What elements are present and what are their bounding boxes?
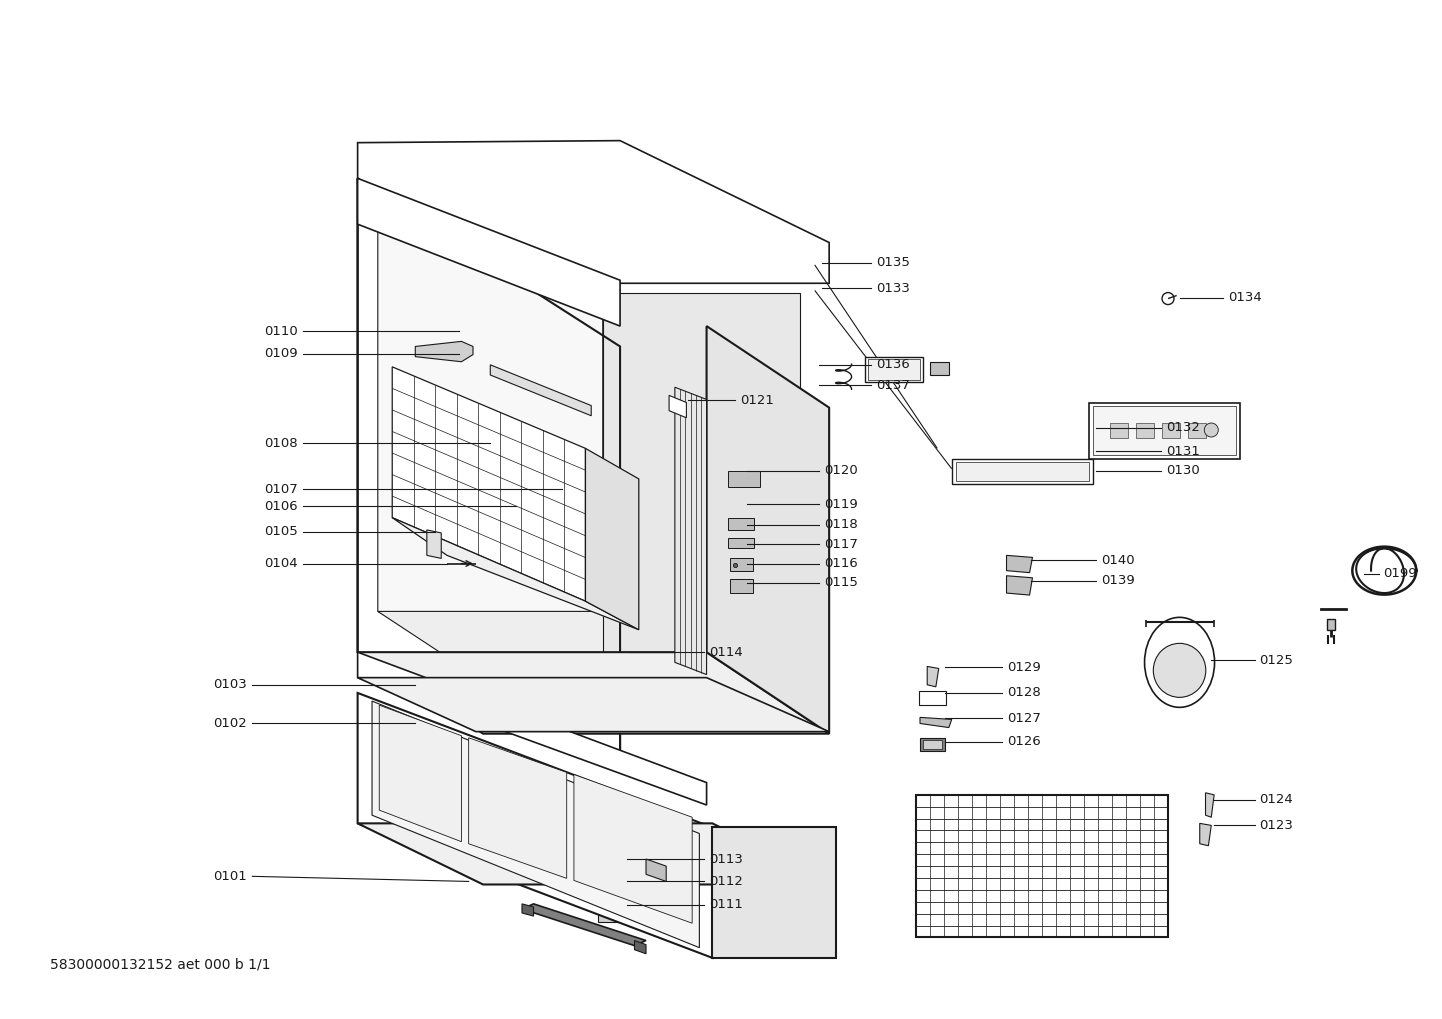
Polygon shape xyxy=(728,471,760,487)
Text: 0123: 0123 xyxy=(1259,819,1293,832)
Polygon shape xyxy=(1089,403,1240,459)
Polygon shape xyxy=(415,341,473,362)
Polygon shape xyxy=(730,579,753,593)
Polygon shape xyxy=(358,652,829,734)
Text: 0127: 0127 xyxy=(1007,712,1041,725)
Polygon shape xyxy=(378,192,603,713)
Text: 0108: 0108 xyxy=(264,437,298,449)
Polygon shape xyxy=(358,652,707,805)
Polygon shape xyxy=(920,738,945,751)
Text: 0137: 0137 xyxy=(875,379,910,391)
Polygon shape xyxy=(634,941,646,954)
Text: 0116: 0116 xyxy=(823,557,858,570)
Polygon shape xyxy=(358,678,829,732)
Text: 0129: 0129 xyxy=(1007,661,1041,674)
Ellipse shape xyxy=(1154,643,1206,697)
Text: 0104: 0104 xyxy=(264,557,298,570)
Text: 0140: 0140 xyxy=(1100,554,1135,567)
Text: 0107: 0107 xyxy=(264,483,298,495)
Text: 0132: 0132 xyxy=(1165,422,1200,434)
Polygon shape xyxy=(1206,793,1214,817)
Text: 0124: 0124 xyxy=(1259,794,1293,806)
Polygon shape xyxy=(522,904,646,946)
Polygon shape xyxy=(585,448,639,630)
Polygon shape xyxy=(728,518,754,530)
Text: 0121: 0121 xyxy=(740,394,774,407)
Text: 0135: 0135 xyxy=(875,257,910,269)
Polygon shape xyxy=(920,717,952,728)
Polygon shape xyxy=(730,558,753,571)
Text: 0120: 0120 xyxy=(823,465,858,477)
Polygon shape xyxy=(927,666,939,687)
Polygon shape xyxy=(1110,423,1128,438)
Polygon shape xyxy=(669,395,686,418)
Text: 0126: 0126 xyxy=(1007,736,1041,748)
Polygon shape xyxy=(956,462,1089,481)
Polygon shape xyxy=(372,701,699,948)
Polygon shape xyxy=(919,691,946,705)
Polygon shape xyxy=(923,740,942,749)
Polygon shape xyxy=(952,459,1093,484)
Polygon shape xyxy=(469,738,567,878)
Circle shape xyxy=(1204,423,1218,437)
Polygon shape xyxy=(675,387,707,675)
Text: 0111: 0111 xyxy=(708,899,743,911)
Text: 0109: 0109 xyxy=(264,347,298,360)
Text: 0117: 0117 xyxy=(823,538,858,550)
Text: 0113: 0113 xyxy=(708,853,743,865)
Polygon shape xyxy=(392,518,639,630)
Text: 0103: 0103 xyxy=(213,679,248,691)
Text: 0136: 0136 xyxy=(875,359,910,371)
Polygon shape xyxy=(358,178,620,769)
Polygon shape xyxy=(868,359,920,380)
Text: 0101: 0101 xyxy=(213,870,248,882)
Text: 0114: 0114 xyxy=(708,646,743,658)
Polygon shape xyxy=(574,774,692,923)
Polygon shape xyxy=(598,912,627,922)
Text: 0105: 0105 xyxy=(264,526,298,538)
Text: 0102: 0102 xyxy=(213,717,248,730)
Text: 0130: 0130 xyxy=(1165,465,1200,477)
Polygon shape xyxy=(603,293,800,713)
Ellipse shape xyxy=(1145,618,1214,707)
Polygon shape xyxy=(707,326,829,734)
Polygon shape xyxy=(1136,423,1154,438)
Text: 0128: 0128 xyxy=(1007,687,1041,699)
Text: 0110: 0110 xyxy=(264,325,298,337)
Text: 0139: 0139 xyxy=(1100,575,1135,587)
Polygon shape xyxy=(1162,423,1180,438)
Polygon shape xyxy=(865,357,923,382)
Text: 0131: 0131 xyxy=(1165,445,1200,458)
Polygon shape xyxy=(379,705,461,842)
Polygon shape xyxy=(358,693,712,958)
Text: 0133: 0133 xyxy=(875,282,910,294)
Text: 0112: 0112 xyxy=(708,875,743,888)
Polygon shape xyxy=(1188,423,1206,438)
Polygon shape xyxy=(728,538,754,548)
Text: 0119: 0119 xyxy=(823,498,858,511)
Polygon shape xyxy=(392,367,585,601)
Polygon shape xyxy=(1200,823,1211,846)
Polygon shape xyxy=(1327,619,1335,630)
Polygon shape xyxy=(358,178,620,326)
Polygon shape xyxy=(522,904,534,916)
Text: 0125: 0125 xyxy=(1259,654,1293,666)
Polygon shape xyxy=(712,827,836,958)
Polygon shape xyxy=(358,823,836,884)
Polygon shape xyxy=(1093,406,1236,455)
Polygon shape xyxy=(358,141,829,283)
Text: 0106: 0106 xyxy=(264,500,298,513)
Text: 0134: 0134 xyxy=(1227,291,1262,304)
Text: 58300000132152 aet 000 b 1/1: 58300000132152 aet 000 b 1/1 xyxy=(50,957,271,971)
Text: 0199: 0199 xyxy=(1383,568,1417,580)
Polygon shape xyxy=(1007,555,1032,573)
Polygon shape xyxy=(1007,576,1032,595)
Polygon shape xyxy=(427,530,441,558)
Text: 0115: 0115 xyxy=(823,577,858,589)
Polygon shape xyxy=(646,859,666,881)
Text: 0118: 0118 xyxy=(823,519,858,531)
Polygon shape xyxy=(930,362,949,375)
Polygon shape xyxy=(378,611,800,681)
Polygon shape xyxy=(490,365,591,416)
